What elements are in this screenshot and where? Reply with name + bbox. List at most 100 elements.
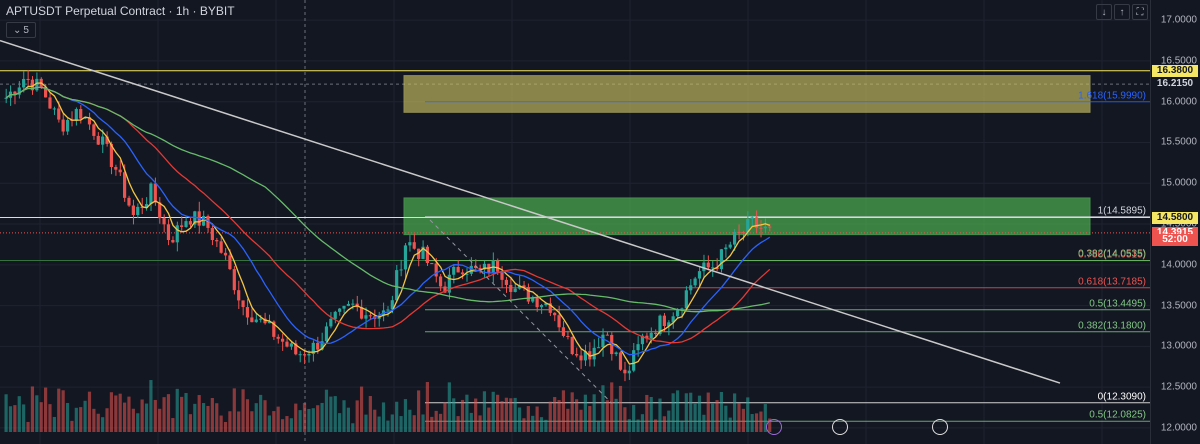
candle-body <box>289 343 293 347</box>
candle-body <box>263 318 267 324</box>
candle-body <box>654 332 658 334</box>
candle-body <box>719 249 724 270</box>
volume-bar <box>456 416 460 432</box>
candle-body <box>79 109 83 119</box>
candle-body <box>403 245 408 270</box>
price-tag: 14.5800 <box>1152 211 1198 224</box>
candle-body <box>438 276 443 287</box>
candle-body <box>640 335 645 345</box>
candle-body <box>333 311 337 319</box>
candlestick-chart[interactable] <box>0 0 1150 444</box>
volume-bar <box>87 391 92 432</box>
candle-body <box>500 271 504 280</box>
volume-bar <box>118 393 122 432</box>
volume-bar <box>513 397 517 432</box>
candle-body <box>17 87 21 95</box>
candle-body <box>408 242 412 246</box>
candle-body <box>26 78 30 80</box>
volume-bar <box>351 423 355 432</box>
volume-bar <box>719 391 724 432</box>
indicator-collapse-button[interactable]: ⌄ 5 <box>6 22 36 38</box>
horizontal-lines <box>0 70 1150 422</box>
volume-bar <box>443 402 447 432</box>
volume-bar <box>65 403 70 432</box>
price-tick-label: 12.5000 <box>1160 381 1197 393</box>
volume-bar <box>166 394 171 432</box>
volume-bar <box>8 406 13 432</box>
volume-bar <box>96 413 100 432</box>
candle-body <box>114 167 118 170</box>
volume-bar <box>289 418 293 432</box>
candle-body <box>482 263 487 270</box>
candle-body <box>184 221 188 227</box>
volume-bar <box>228 411 232 432</box>
price-tick-label: 17.0000 <box>1160 14 1197 26</box>
candle-body <box>496 260 500 272</box>
candle-body <box>693 278 697 286</box>
price-tick-label: 15.5000 <box>1160 136 1197 148</box>
volume-bar <box>610 382 614 432</box>
volume-bar <box>636 419 640 432</box>
volume-bar <box>307 408 311 432</box>
lightning-icon[interactable] <box>766 419 782 435</box>
candle-body <box>460 272 465 275</box>
candle-body <box>680 308 684 311</box>
candle-body <box>57 108 61 120</box>
candle-body <box>566 335 570 337</box>
candle-body <box>368 315 372 317</box>
volume-bar <box>465 394 469 432</box>
volume-bar <box>206 405 210 432</box>
volume-bar <box>697 395 702 432</box>
candle-body <box>583 351 587 361</box>
candle-body <box>425 246 429 264</box>
volume-bar <box>232 388 236 432</box>
chevron-down-icon: ⌄ <box>13 24 22 36</box>
volume-bar <box>706 392 710 432</box>
candle-body <box>614 352 618 355</box>
volume-bar <box>570 392 574 432</box>
volume-bar <box>482 391 487 432</box>
scroll-up-icon[interactable]: ↑ <box>1114 4 1130 20</box>
candle-body <box>215 240 219 242</box>
price-axis[interactable]: 17.0000 16.5000 16.0000 15.5000 15.0000 14.50… <box>1150 0 1200 444</box>
price-tick-label: 14.0000 <box>1160 259 1197 271</box>
trendline <box>0 39 1061 384</box>
fib-level-label: 1(14.5895) <box>1097 205 1146 217</box>
volume-bar <box>241 389 245 432</box>
us-flag-icon[interactable] <box>832 419 848 435</box>
fib-level-label: 0.5(13.4495) <box>1089 298 1146 310</box>
volume-bar <box>526 406 530 432</box>
candle-body <box>750 217 754 220</box>
volume-bar <box>83 400 87 432</box>
candle-body <box>531 297 535 302</box>
candle-body <box>759 227 763 229</box>
volume-bar <box>711 403 715 432</box>
candle-body <box>421 246 425 259</box>
us-flag-icon[interactable] <box>932 419 948 435</box>
volume-bar <box>22 404 26 432</box>
volume-bar <box>434 410 438 432</box>
scroll-down-icon[interactable]: ↓ <box>1096 4 1112 20</box>
volume-bar <box>215 403 219 432</box>
volume-bar <box>566 408 570 432</box>
volume-bar <box>421 414 425 432</box>
candle-body <box>465 273 469 275</box>
volume-bar <box>728 417 732 432</box>
fullscreen-icon[interactable]: ⛶ <box>1132 4 1148 20</box>
volume-bar <box>316 405 320 432</box>
volume-bar <box>403 399 408 432</box>
volume-bar <box>640 414 645 432</box>
volume-bar <box>338 413 342 432</box>
fib-level-label: 0.786(14.0515) <box>1078 249 1146 261</box>
volume-bar <box>223 421 228 432</box>
candle-body <box>210 227 214 241</box>
candle-body <box>140 206 144 209</box>
volume-bar <box>131 408 135 432</box>
candle-body <box>254 319 258 323</box>
candle-body <box>96 135 100 145</box>
volume-bar <box>654 419 658 432</box>
candle-body <box>553 312 557 316</box>
candle-body <box>469 265 473 274</box>
volume-bar <box>438 413 443 432</box>
candle-body <box>22 78 26 88</box>
